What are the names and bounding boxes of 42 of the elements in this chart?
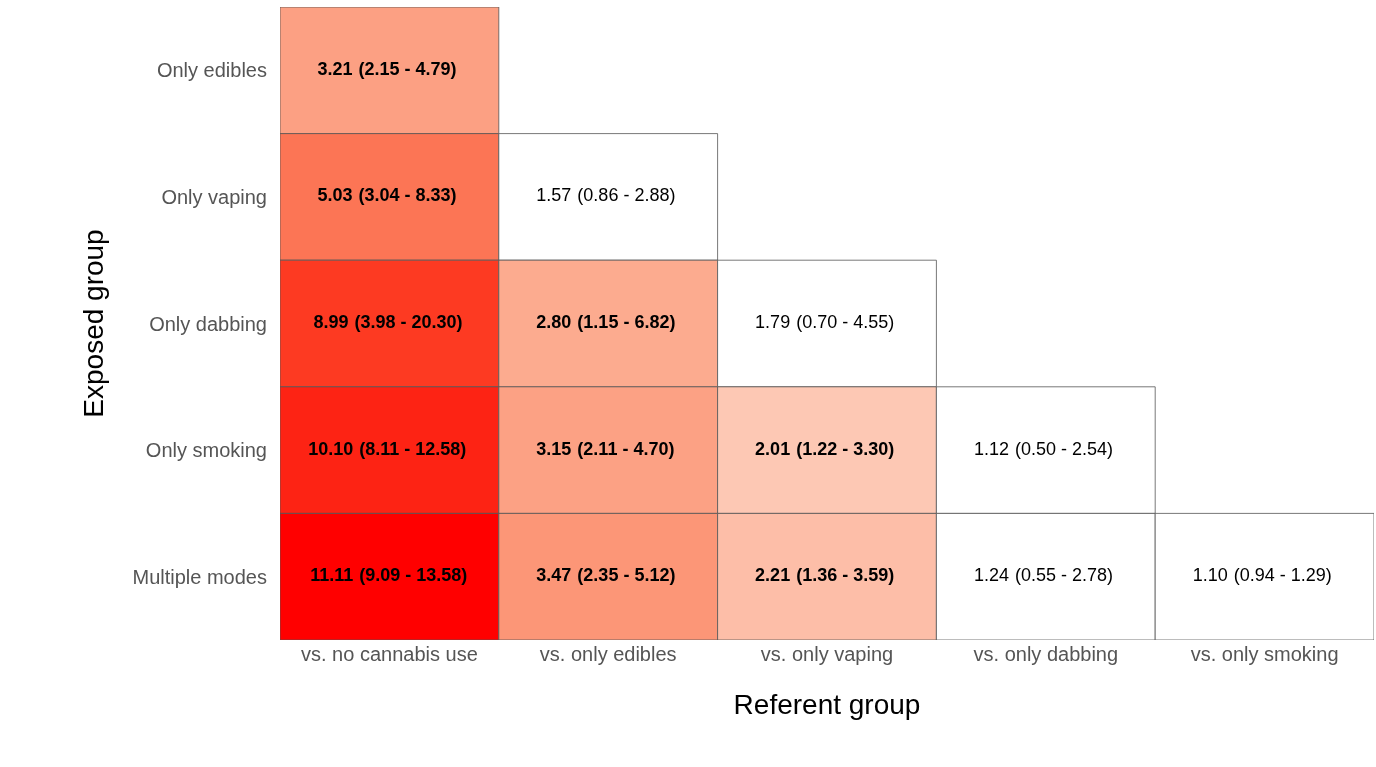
x-tick-label: vs. no cannabis use xyxy=(301,643,478,665)
y-tick-label: Only vaping xyxy=(161,185,267,208)
annotation: (3.04 - 8.33) xyxy=(358,185,457,206)
data-label: 3.21 xyxy=(317,58,353,79)
x-tick-label: vs. only dabbing xyxy=(973,643,1119,665)
annotation: (3.98 - 20.30) xyxy=(354,312,463,332)
data-label: 2.01 xyxy=(755,438,791,459)
data-label: 1.57 xyxy=(536,185,572,206)
data-label: 1.12 xyxy=(973,438,1009,459)
annotation: (2.35 - 5.12) xyxy=(577,565,676,586)
annotation: (2.11 - 4.70) xyxy=(577,438,675,459)
data-label: 2.21 xyxy=(755,565,791,586)
data-label: 1.10 xyxy=(1192,565,1228,586)
data-label: 2.80 xyxy=(536,312,572,332)
data-label: 3.15 xyxy=(536,438,572,459)
x-axis-title: Referent group xyxy=(733,689,921,721)
x-tick-label: vs. only vaping xyxy=(760,643,894,665)
y-axis-title: Exposed group xyxy=(78,229,110,418)
data-label: 10.10 xyxy=(308,438,354,459)
y-tick-label: Only smoking xyxy=(145,439,267,462)
annotation: (0.94 - 1.29) xyxy=(1233,565,1332,586)
data-label: 8.99 xyxy=(313,312,349,332)
data-label: 5.03 xyxy=(317,185,353,206)
x-tick-label: vs. only smoking xyxy=(1190,643,1339,665)
data-label: 11.11 xyxy=(310,565,354,586)
annotation: (0.50 - 2.54) xyxy=(1014,438,1114,459)
annotation: (0.70 - 4.55) xyxy=(796,312,895,332)
annotation: (9.09 - 13.58) xyxy=(359,565,468,586)
annotation: (8.11 - 12.58) xyxy=(359,438,467,459)
data-label: 3.47 xyxy=(536,565,572,586)
y-tick-label: Only edibles xyxy=(156,59,267,82)
x-tick-label: vs. only edibles xyxy=(539,643,677,665)
annotation: (1.36 - 3.59) xyxy=(796,565,895,586)
annotation: (0.55 - 2.78) xyxy=(1014,565,1114,586)
y-tick-label: Multiple modes xyxy=(132,565,267,588)
annotation: (2.15 - 4.79) xyxy=(358,58,457,79)
y-tick-label: Only dabbing xyxy=(149,312,267,335)
annotation: (1.22 - 3.30) xyxy=(796,438,895,459)
data-label: 1.24 xyxy=(973,565,1009,586)
data-label: 1.79 xyxy=(755,312,791,332)
annotation: (1.15 - 6.82) xyxy=(577,312,676,332)
annotation: (0.86 - 2.88) xyxy=(577,185,676,206)
